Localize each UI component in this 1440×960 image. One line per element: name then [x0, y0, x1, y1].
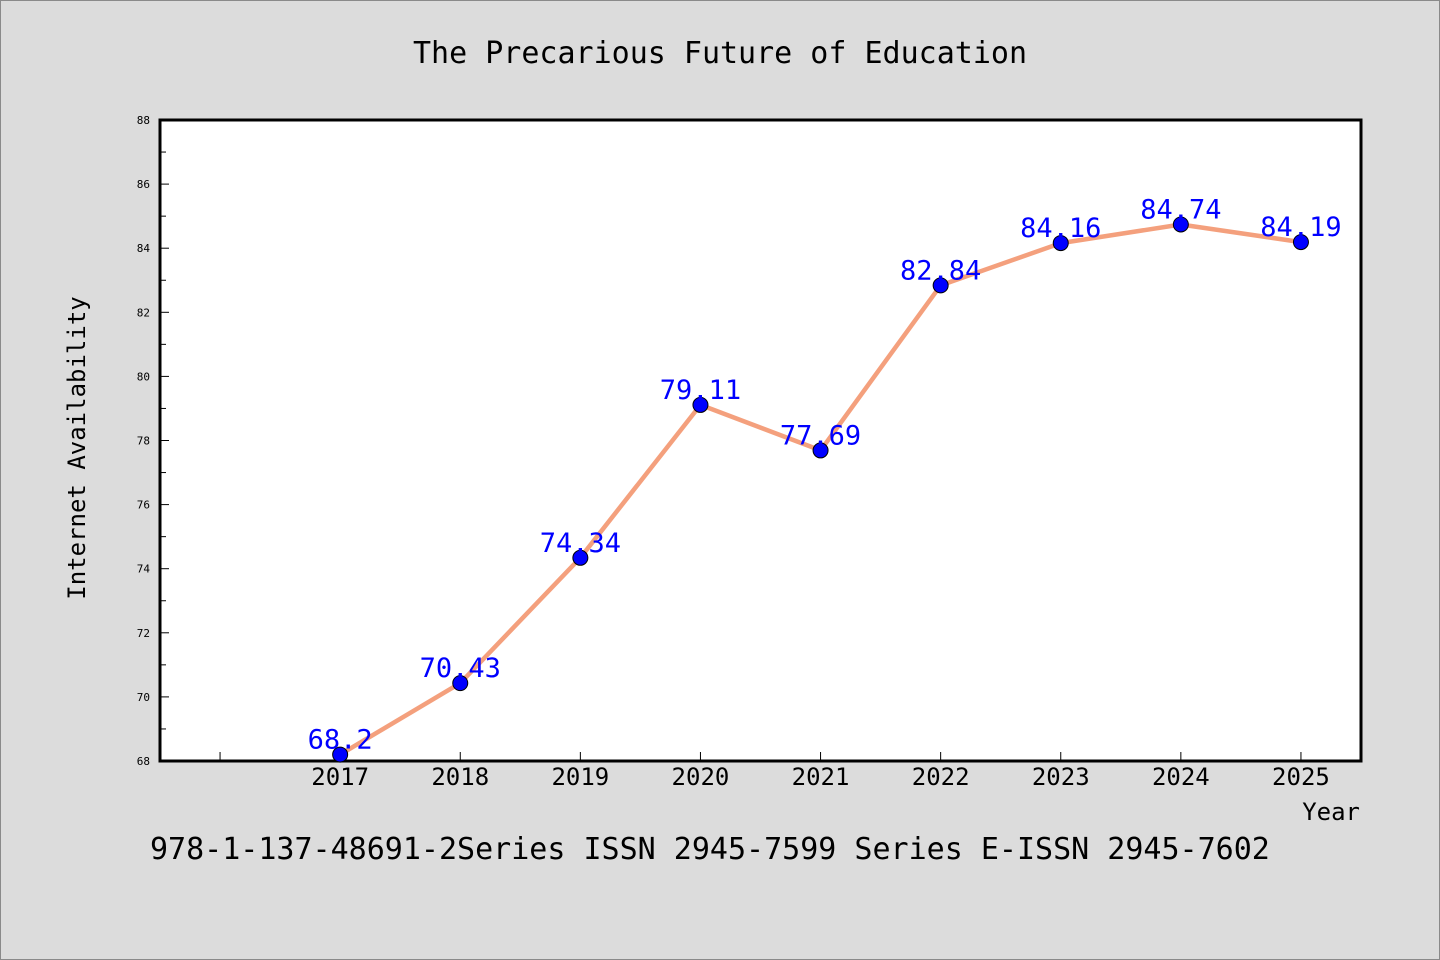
- y-tick-label: 70: [137, 691, 150, 704]
- chart-title: The Precarious Future of Education: [413, 36, 1027, 71]
- y-tick-label: 82: [137, 306, 150, 319]
- y-axis: 68 70 72 74 76 78 80 82 84 86 88: [137, 114, 169, 768]
- data-label: 82.84: [900, 255, 981, 286]
- data-point: [1292, 234, 1309, 251]
- x-tick-label: 2023: [1032, 763, 1090, 791]
- x-tick-label: 2018: [431, 763, 489, 791]
- data-labels: 68.2 70.43 74.34 79.11 77.69 82.84 84.16 84.74 8…: [308, 194, 1342, 755]
- y-tick-label: 68: [137, 755, 150, 768]
- data-point: [932, 277, 949, 294]
- data-point: [692, 396, 709, 413]
- y-tick-label: 78: [137, 435, 150, 448]
- x-tick-label: 2021: [792, 763, 850, 791]
- data-label: 79.11: [660, 375, 741, 406]
- data-label: 68.2: [308, 725, 373, 756]
- y-tick-label: 76: [137, 499, 150, 512]
- x-tick-label: 2025: [1272, 763, 1330, 791]
- data-label: 77.69: [780, 420, 861, 451]
- y-axis-label: Internet Availability: [63, 296, 91, 599]
- x-tick-label: 2019: [551, 763, 609, 791]
- y-tick-label: 86: [137, 178, 150, 191]
- data-point: [332, 746, 349, 763]
- y-tick-label: 88: [137, 114, 150, 127]
- data-point: [812, 442, 829, 459]
- data-point: [1052, 235, 1069, 252]
- y-tick-label: 80: [137, 370, 150, 383]
- y-tick-label: 72: [137, 627, 150, 640]
- x-tick-label: 2017: [311, 763, 369, 791]
- data-label: 84.16: [1020, 213, 1101, 244]
- x-axis-label: Year: [1302, 798, 1360, 826]
- data-label: 74.34: [540, 528, 621, 559]
- x-tick-label: 2022: [912, 763, 970, 791]
- data-label: 70.43: [420, 653, 501, 684]
- y-tick-label: 74: [137, 563, 151, 576]
- data-label: 84.74: [1140, 194, 1221, 225]
- isbn-footer: 978-1-137-48691-2Series ISSN 2945-7599 S…: [150, 832, 1270, 867]
- data-point: [572, 549, 589, 566]
- series-markers: [332, 216, 1309, 763]
- y-tick-label: 84: [137, 242, 151, 255]
- data-point: [452, 675, 469, 692]
- x-tick-label: 2024: [1152, 763, 1210, 791]
- data-label: 84.19: [1260, 212, 1341, 243]
- data-point: [1172, 216, 1189, 233]
- x-tick-label: 2020: [672, 763, 730, 791]
- x-axis: 2017 2018 2019 2020 2021 2022 2023 2024 2025: [219, 752, 1330, 791]
